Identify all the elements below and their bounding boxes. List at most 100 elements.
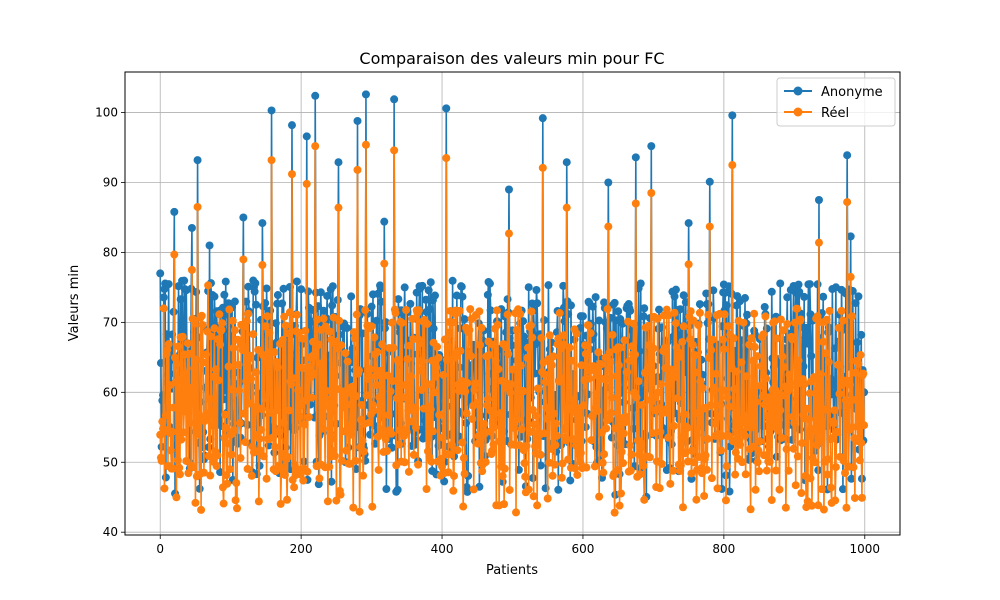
data-point	[656, 427, 665, 436]
data-point	[333, 385, 342, 394]
data-point	[772, 466, 780, 475]
data-point	[426, 278, 435, 287]
data-point	[297, 285, 306, 294]
data-point	[296, 470, 305, 479]
data-point	[349, 328, 358, 337]
data-point	[617, 447, 626, 456]
data-point	[732, 367, 741, 376]
data-point	[297, 363, 306, 372]
data-point	[516, 310, 525, 318]
y-tick-label: 80	[103, 245, 118, 259]
data-point	[378, 340, 387, 349]
data-point	[453, 446, 462, 455]
data-point	[607, 408, 616, 417]
data-point	[198, 321, 207, 330]
data-point	[528, 406, 537, 414]
data-point	[776, 315, 785, 324]
data-point	[319, 306, 328, 315]
data-point	[853, 422, 862, 431]
data-point	[591, 293, 600, 302]
data-point	[421, 295, 430, 304]
data-point	[679, 291, 688, 300]
data-point	[626, 466, 635, 475]
data-point	[588, 302, 597, 311]
data-point	[223, 479, 232, 488]
data-point	[469, 485, 478, 494]
data-point	[462, 409, 471, 418]
data-point	[615, 501, 624, 510]
data-point	[388, 376, 397, 385]
data-point	[814, 238, 823, 247]
data-point	[540, 429, 549, 438]
data-point	[666, 479, 675, 488]
data-point	[180, 276, 189, 285]
data-point	[362, 391, 371, 400]
data-point	[493, 306, 501, 315]
data-point	[741, 431, 749, 440]
data-point	[639, 312, 648, 321]
data-point	[355, 507, 364, 516]
data-point	[729, 334, 738, 343]
data-point	[328, 282, 337, 291]
data-point	[158, 417, 167, 426]
data-point	[521, 472, 530, 481]
data-point	[172, 493, 181, 502]
data-point	[707, 474, 716, 483]
data-point	[295, 412, 304, 421]
data-point	[460, 469, 469, 478]
data-point	[401, 381, 410, 390]
data-point	[770, 317, 779, 326]
data-point	[232, 478, 241, 487]
data-point	[851, 299, 860, 308]
data-point	[859, 369, 868, 378]
data-point	[429, 324, 438, 333]
data-point	[552, 419, 561, 428]
data-point	[763, 411, 772, 420]
data-point	[359, 471, 368, 480]
data-point	[807, 501, 816, 510]
data-point	[813, 280, 822, 289]
data-point	[411, 403, 420, 412]
data-point	[523, 354, 532, 363]
data-point	[353, 116, 362, 125]
data-point	[204, 451, 213, 460]
data-point	[336, 490, 345, 499]
data-point	[817, 370, 826, 379]
data-point	[283, 452, 292, 461]
data-point	[712, 369, 721, 378]
data-point	[328, 434, 337, 443]
data-point	[724, 322, 733, 331]
data-point	[631, 199, 640, 208]
data-point	[856, 350, 865, 359]
data-point	[322, 386, 331, 395]
data-point	[817, 485, 826, 494]
data-point	[472, 379, 481, 388]
data-point	[407, 417, 416, 426]
data-point	[340, 387, 349, 396]
data-point	[440, 477, 449, 486]
data-point	[377, 392, 386, 401]
data-point	[173, 359, 182, 368]
data-point	[860, 421, 869, 430]
data-point	[227, 450, 236, 459]
data-point	[755, 437, 764, 446]
data-point	[448, 276, 457, 285]
data-point	[831, 496, 840, 505]
data-point	[819, 337, 828, 346]
data-point	[458, 438, 467, 447]
data-point	[190, 319, 199, 328]
data-point	[219, 395, 228, 404]
data-point	[173, 456, 182, 465]
data-point	[352, 392, 361, 401]
data-point	[194, 429, 203, 438]
data-point	[347, 382, 356, 391]
data-point	[504, 350, 513, 359]
data-point	[491, 356, 500, 365]
data-point	[639, 461, 648, 470]
data-point	[795, 287, 804, 296]
data-point	[542, 403, 551, 412]
data-point	[765, 457, 774, 466]
data-point	[221, 423, 230, 432]
data-point	[619, 459, 628, 468]
data-point	[588, 411, 597, 420]
